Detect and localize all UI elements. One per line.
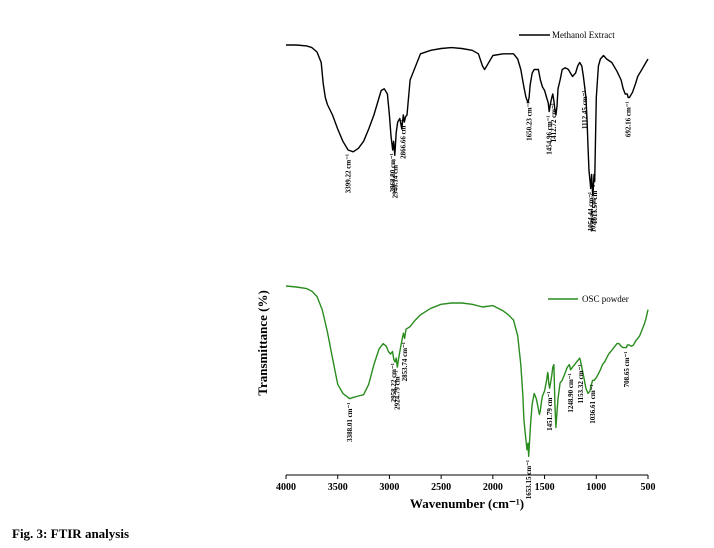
peak-label-s1-1: 2958.22 cm⁻¹ — [390, 363, 398, 402]
peak-label-s0-7: 1112.45 cm⁻¹ — [581, 91, 589, 129]
peak-label-s1-5: 1451.79 cm⁻¹ — [546, 392, 554, 431]
x-tick-label-3500: 3500 — [328, 482, 348, 493]
series-group — [285, 44, 649, 457]
x-axis-label: Wavenumber (cm⁻¹) — [410, 496, 524, 511]
peak-label-s0-6: 1412.72 cm⁻¹ — [550, 103, 558, 142]
peak-label-s1-8: 1036.61 cm⁻¹ — [589, 385, 597, 424]
x-tick-label-4000: 4000 — [276, 482, 296, 493]
y-axis-label: Transmittance (%) — [255, 290, 270, 396]
legend-label-osc: OSC powder — [582, 294, 629, 304]
peak-label-s0-3: 2866.66 cm⁻¹ — [400, 120, 408, 159]
peak-label-s0-1: 2968.80 cm⁻¹ — [389, 153, 397, 192]
peak-label-s0-0: 3399.22 cm⁻¹ — [345, 154, 353, 193]
x-tick-label-3000: 3000 — [379, 482, 399, 493]
figure-caption: Fig. 3: FTIR analysis — [12, 526, 130, 541]
series-line-1 — [285, 285, 649, 457]
x-tick-label-2000: 2000 — [483, 482, 503, 493]
legend-label-methanol: Methanol Extract — [552, 30, 615, 40]
peak-label-s0-10: 1015.57 cm⁻¹ — [591, 185, 599, 224]
peak-label-s0-11: 692.16 cm⁻¹ — [625, 101, 633, 137]
peak-label-s1-0: 3388.01 cm⁻¹ — [346, 403, 354, 442]
x-axis: 4000 3500 3000 2500 2000 1500 1000 500 — [276, 474, 656, 493]
peak-label-s0-8: 1054.44 cm⁻¹ — [587, 192, 595, 231]
x-tick-label-500: 500 — [641, 482, 656, 493]
peak-label-s1-2: 2924.79 cm⁻¹ — [394, 371, 402, 410]
peak-label-s0-9: 1029.71 cm⁻¹ — [590, 193, 598, 232]
peak-label-s1-6: 1248.90 cm⁻¹ — [567, 373, 575, 412]
peak-label-s1-9: 708.65 cm⁻¹ — [623, 352, 631, 388]
peak-label-s1-3: 2853.74 cm⁻¹ — [401, 342, 409, 381]
peak-label-s1-4: 1653.15 cm⁻¹ — [525, 460, 533, 499]
x-tick-label-1000: 1000 — [586, 482, 606, 493]
peak-label-s0-4: 1650.23 cm⁻¹ — [526, 102, 534, 141]
x-tick-label-1500: 1500 — [535, 482, 555, 493]
legend-osc-powder: OSC powder — [548, 294, 629, 304]
peak-label-s0-5: 1454.96 cm⁻¹ — [546, 116, 554, 155]
peak-label-s0-2: 2948.14 cm⁻¹ — [391, 159, 399, 198]
x-tick-label-2500: 2500 — [431, 482, 451, 493]
legend-methanol-extract: Methanol Extract — [519, 30, 615, 40]
peak-label-s1-7: 1153.32 cm⁻¹ — [577, 365, 585, 404]
series-line-0 — [286, 44, 649, 197]
